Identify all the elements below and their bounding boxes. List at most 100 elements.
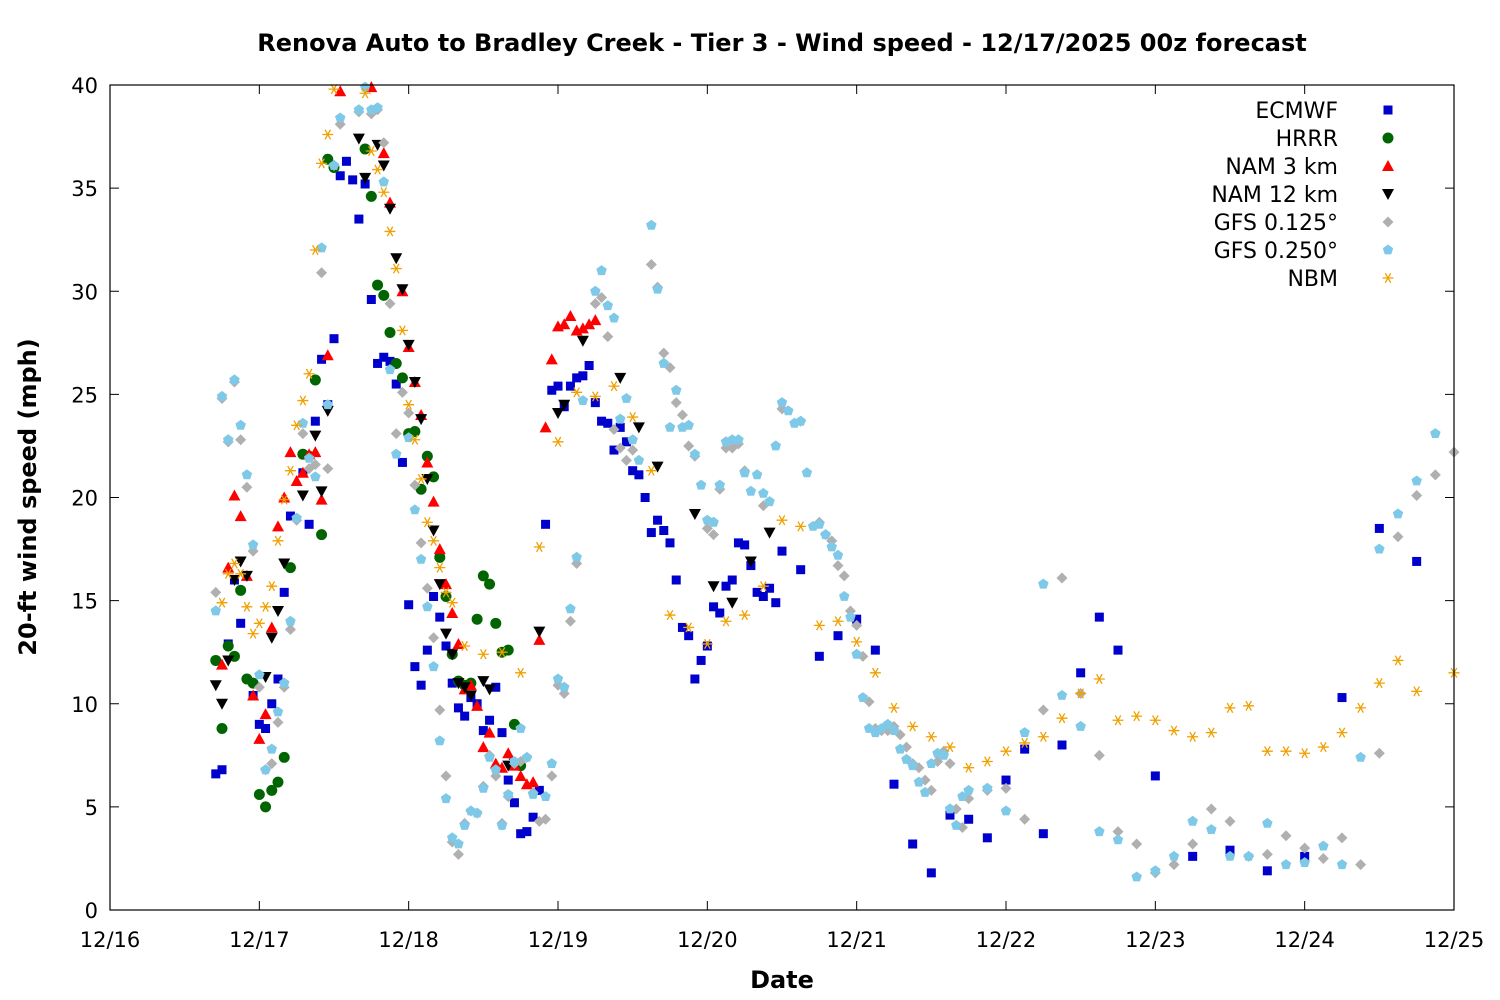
point-ecmwf: [261, 724, 271, 733]
point-gfs-0-250: [353, 104, 365, 115]
point-gfs-0-250: [646, 219, 657, 230]
point-nam-12-km: [483, 684, 496, 696]
point-nam-3-km: [321, 349, 334, 361]
point-gfs-0-250: [440, 793, 452, 804]
point-nam-3-km: [589, 314, 602, 326]
point-gfs-0-250: [210, 605, 221, 616]
point-nam-3-km: [265, 621, 278, 633]
point-ecmwf: [572, 373, 582, 383]
point-gfs-0-250: [291, 512, 302, 523]
point-hrrr: [278, 751, 290, 763]
point-gfs-0-250: [241, 469, 253, 480]
point-nam-12-km: [477, 676, 490, 688]
point-gfs-0-250: [503, 789, 514, 799]
point-gfs-0-250: [751, 469, 763, 480]
point-gfs-0-250: [596, 265, 607, 276]
point-ecmwf: [771, 598, 781, 608]
point-gfs-0-250: [801, 467, 813, 478]
point-gfs-0-125: [1299, 842, 1311, 854]
point-hrrr: [471, 613, 483, 625]
point-gfs-0-250: [608, 312, 620, 323]
y-tick-label: 20: [71, 487, 98, 511]
point-nam-12-km: [576, 335, 589, 347]
point-gfs-0-125: [253, 681, 265, 693]
legend-label-gfs-0-250: GFS 0.250°: [1214, 239, 1338, 264]
point-hrrr: [372, 279, 384, 291]
point-nam-3-km: [440, 578, 452, 590]
point-gfs-0-125: [608, 423, 620, 435]
point-gfs-0-125: [1429, 469, 1441, 481]
point-gfs-0-250: [1336, 859, 1348, 870]
point-gfs-0-250: [627, 434, 638, 445]
point-hrrr: [409, 426, 421, 437]
point-gfs-0-250: [832, 549, 844, 560]
series-nam-12-km: [209, 133, 776, 772]
point-gfs-0-250: [919, 786, 931, 797]
point-ecmwf: [733, 538, 743, 548]
point-ecmwf: [814, 651, 824, 661]
point-gfs-0-250: [758, 487, 769, 498]
point-gfs-0-250: [1187, 815, 1198, 826]
point-ecmwf: [597, 416, 607, 426]
point-gfs-0-250: [1224, 850, 1236, 861]
y-tick-label: 25: [71, 383, 98, 407]
point-gfs-0-125: [1280, 830, 1292, 842]
point-gfs-0-250: [907, 760, 918, 771]
point-nam-12-km: [763, 527, 776, 539]
point-gfs-0-250: [565, 603, 576, 614]
point-gfs-0-250: [434, 735, 445, 746]
point-gfs-0-250: [621, 393, 632, 403]
point-ecmwf: [765, 583, 775, 593]
point-gfs-0-250: [764, 496, 775, 507]
point-nam-3-km: [259, 708, 272, 720]
point-nam-12-km: [427, 525, 440, 537]
point-ecmwf: [429, 592, 439, 601]
point-gfs-0-125: [421, 582, 433, 594]
point-gfs-0-125: [1019, 813, 1031, 825]
point-ecmwf: [267, 699, 277, 709]
point-nbm: [253, 618, 265, 629]
point-ecmwf: [435, 612, 445, 622]
point-nbm: [1336, 727, 1348, 738]
point-gfs-0-250: [490, 764, 501, 775]
point-gfs-0-250: [415, 553, 427, 564]
point-nbm: [235, 568, 247, 579]
point-nbm: [832, 616, 844, 627]
point-gfs-0-250: [335, 112, 346, 123]
point-gfs-0-125: [838, 570, 850, 582]
point-nam-3-km: [296, 466, 309, 478]
point-ecmwf: [1094, 612, 1104, 622]
point-nbm: [359, 88, 371, 99]
point-nbm: [851, 636, 863, 647]
point-nbm: [322, 129, 334, 140]
point-gfs-0-250: [223, 434, 234, 445]
point-ecmwf: [217, 765, 227, 775]
legend-label-hrrr: HRRR: [1276, 127, 1338, 152]
point-nbm: [1187, 731, 1199, 742]
point-nam-12-km: [402, 339, 415, 351]
point-ecmwf: [1337, 693, 1347, 703]
point-gfs-0-125: [409, 479, 421, 491]
point-nbm: [869, 667, 881, 678]
point-nam-12-km: [359, 172, 372, 184]
point-nbm: [291, 420, 303, 431]
point-nam-3-km: [421, 456, 434, 468]
point-nam-12-km: [552, 407, 564, 419]
point-gfs-0-125: [1187, 838, 1199, 850]
point-nam-3-km: [471, 699, 484, 711]
point-gfs-0-125: [452, 848, 464, 860]
point-hrrr: [365, 190, 377, 202]
point-ecmwf: [796, 565, 806, 575]
point-nam-12-km: [688, 509, 701, 520]
point-gfs-0-125: [396, 386, 408, 398]
point-nbm: [664, 609, 676, 621]
point-nbm: [284, 465, 296, 476]
point-gfs-0-250: [602, 300, 613, 311]
point-nbm: [1000, 746, 1012, 757]
point-gfs-0-250: [1243, 850, 1254, 861]
point-ecmwf: [497, 728, 507, 738]
point-gfs-0-125: [832, 560, 844, 572]
point-nbm: [1280, 746, 1292, 757]
point-gfs-0-125: [589, 298, 601, 310]
point-ecmwf: [1150, 771, 1160, 781]
